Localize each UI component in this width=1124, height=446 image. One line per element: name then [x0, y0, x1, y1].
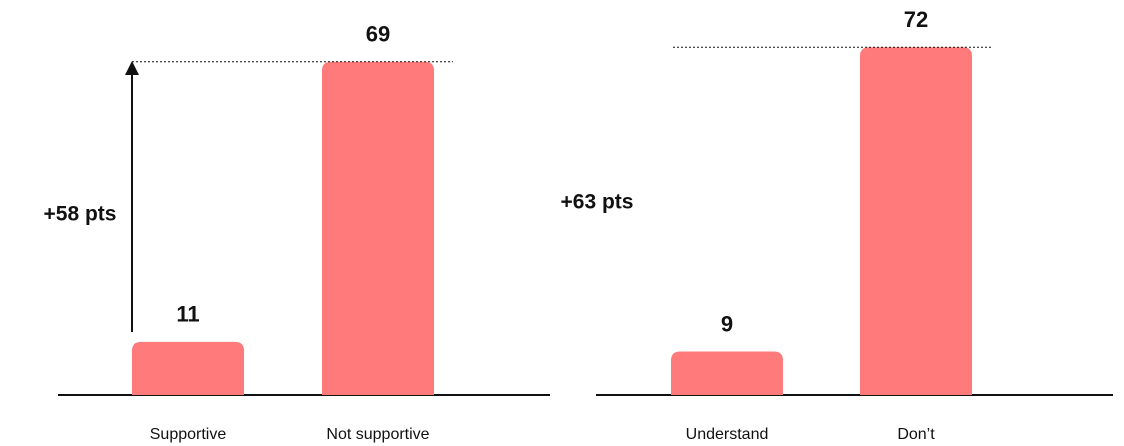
category-label: Understand [686, 426, 769, 443]
bar [322, 61, 434, 395]
category-label: Don’t [897, 426, 935, 443]
category-label: Supportive [150, 426, 227, 443]
value-label: 69 [366, 22, 390, 47]
bar [860, 47, 972, 396]
gap-annotation: +58 pts [44, 203, 117, 226]
value-label: 9 [721, 311, 733, 336]
category-label: Not supportive [326, 426, 429, 443]
gap-annotation: +63 pts [561, 191, 634, 214]
value-label: 11 [176, 302, 199, 327]
value-label: 72 [904, 7, 928, 32]
bar [671, 351, 783, 395]
bar [132, 341, 244, 395]
